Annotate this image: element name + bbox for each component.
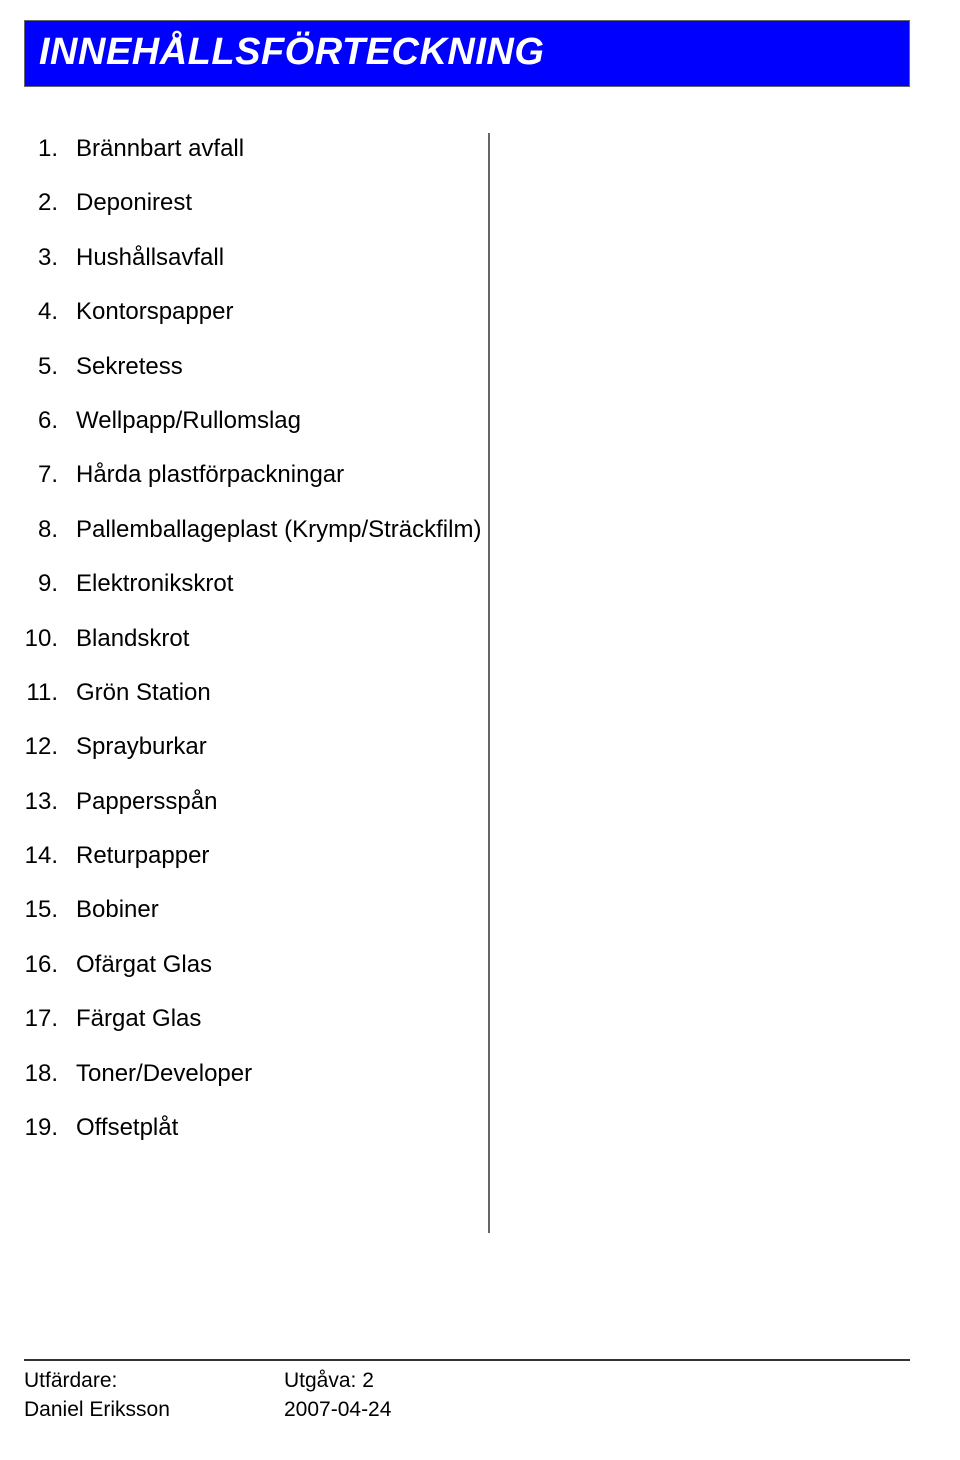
toc-item: 3.Hushållsavfall <box>24 242 488 274</box>
toc-list: 1.Brännbart avfall2.Deponirest3.Hushålls… <box>24 133 488 1144</box>
toc-item: 2.Deponirest <box>24 187 488 219</box>
toc-item-number: 2. <box>24 187 76 219</box>
toc-item: 11.Grön Station <box>24 677 488 709</box>
issuer-label: Utfärdare: <box>24 1367 284 1395</box>
toc-item-label: Pallemballageplast (Krymp/Sträckfilm) <box>76 514 488 546</box>
toc-item: 15.Bobiner <box>24 894 488 926</box>
toc-item: 5.Sekretess <box>24 351 488 383</box>
footer-rule <box>24 1359 910 1361</box>
toc-item: 16.Ofärgat Glas <box>24 949 488 981</box>
toc-item-number: 14. <box>24 840 76 872</box>
toc-item: 9.Elektronikskrot <box>24 568 488 600</box>
footer-date: 2007-04-24 <box>284 1396 910 1424</box>
content-area: 1.Brännbart avfall2.Deponirest3.Hushålls… <box>24 133 910 1233</box>
page-footer: Utfärdare: Utgåva: 2 Daniel Eriksson 200… <box>24 1359 910 1424</box>
toc-item-label: Bobiner <box>76 894 488 926</box>
toc-item: 17.Färgat Glas <box>24 1003 488 1035</box>
toc-column: 1.Brännbart avfall2.Deponirest3.Hushålls… <box>24 133 488 1233</box>
toc-item: 7.Hårda plastförpackningar <box>24 459 488 491</box>
toc-item-label: Blandskrot <box>76 623 488 655</box>
toc-item-number: 11. <box>24 677 76 709</box>
toc-item: 4.Kontorspapper <box>24 296 488 328</box>
toc-item-label: Hushållsavfall <box>76 242 488 274</box>
toc-item-label: Pappersspån <box>76 786 488 818</box>
toc-item: 13.Pappersspån <box>24 786 488 818</box>
toc-item-label: Deponirest <box>76 187 488 219</box>
toc-item-number: 17. <box>24 1003 76 1035</box>
toc-item: 1.Brännbart avfall <box>24 133 488 165</box>
issuer-name: Daniel Eriksson <box>24 1396 284 1424</box>
toc-item-label: Kontorspapper <box>76 296 488 328</box>
title-bar: INNEHÅLLSFÖRTECKNING <box>24 20 910 87</box>
toc-item-label: Grön Station <box>76 677 488 709</box>
toc-item-label: Returpapper <box>76 840 488 872</box>
toc-item-number: 12. <box>24 731 76 763</box>
toc-item-label: Toner/Developer <box>76 1058 488 1090</box>
toc-item-number: 5. <box>24 351 76 383</box>
toc-item: 8.Pallemballageplast (Krymp/Sträckfilm) <box>24 514 488 546</box>
toc-item-number: 19. <box>24 1112 76 1144</box>
toc-item-label: Elektronikskrot <box>76 568 488 600</box>
toc-item-label: Hårda plastförpackningar <box>76 459 488 491</box>
toc-item: 12.Sprayburkar <box>24 731 488 763</box>
toc-item-number: 6. <box>24 405 76 437</box>
toc-item-label: Sekretess <box>76 351 488 383</box>
toc-item-label: Offsetplåt <box>76 1112 488 1144</box>
document-page: INNEHÅLLSFÖRTECKNING 1.Brännbart avfall2… <box>0 0 960 1460</box>
toc-item-number: 8. <box>24 514 76 546</box>
toc-item: 19.Offsetplåt <box>24 1112 488 1144</box>
toc-item: 10.Blandskrot <box>24 623 488 655</box>
toc-item-number: 4. <box>24 296 76 328</box>
toc-item-label: Wellpapp/Rullomslag <box>76 405 488 437</box>
toc-item-label: Sprayburkar <box>76 731 488 763</box>
toc-item-label: Färgat Glas <box>76 1003 488 1035</box>
column-divider <box>488 133 490 1233</box>
toc-item: 18.Toner/Developer <box>24 1058 488 1090</box>
toc-item-label: Ofärgat Glas <box>76 949 488 981</box>
toc-item-number: 16. <box>24 949 76 981</box>
toc-item-number: 1. <box>24 133 76 165</box>
footer-row-1: Utfärdare: Utgåva: 2 <box>24 1367 910 1395</box>
toc-item-number: 10. <box>24 623 76 655</box>
toc-item-number: 13. <box>24 786 76 818</box>
toc-item-number: 7. <box>24 459 76 491</box>
toc-item-number: 3. <box>24 242 76 274</box>
footer-row-2: Daniel Eriksson 2007-04-24 <box>24 1396 910 1424</box>
toc-item: 14.Returpapper <box>24 840 488 872</box>
toc-item: 6.Wellpapp/Rullomslag <box>24 405 488 437</box>
toc-item-number: 18. <box>24 1058 76 1090</box>
toc-item-number: 9. <box>24 568 76 600</box>
page-title: INNEHÅLLSFÖRTECKNING <box>39 31 544 73</box>
toc-item-label: Brännbart avfall <box>76 133 488 165</box>
edition-label: Utgåva: 2 <box>284 1367 910 1395</box>
toc-item-number: 15. <box>24 894 76 926</box>
